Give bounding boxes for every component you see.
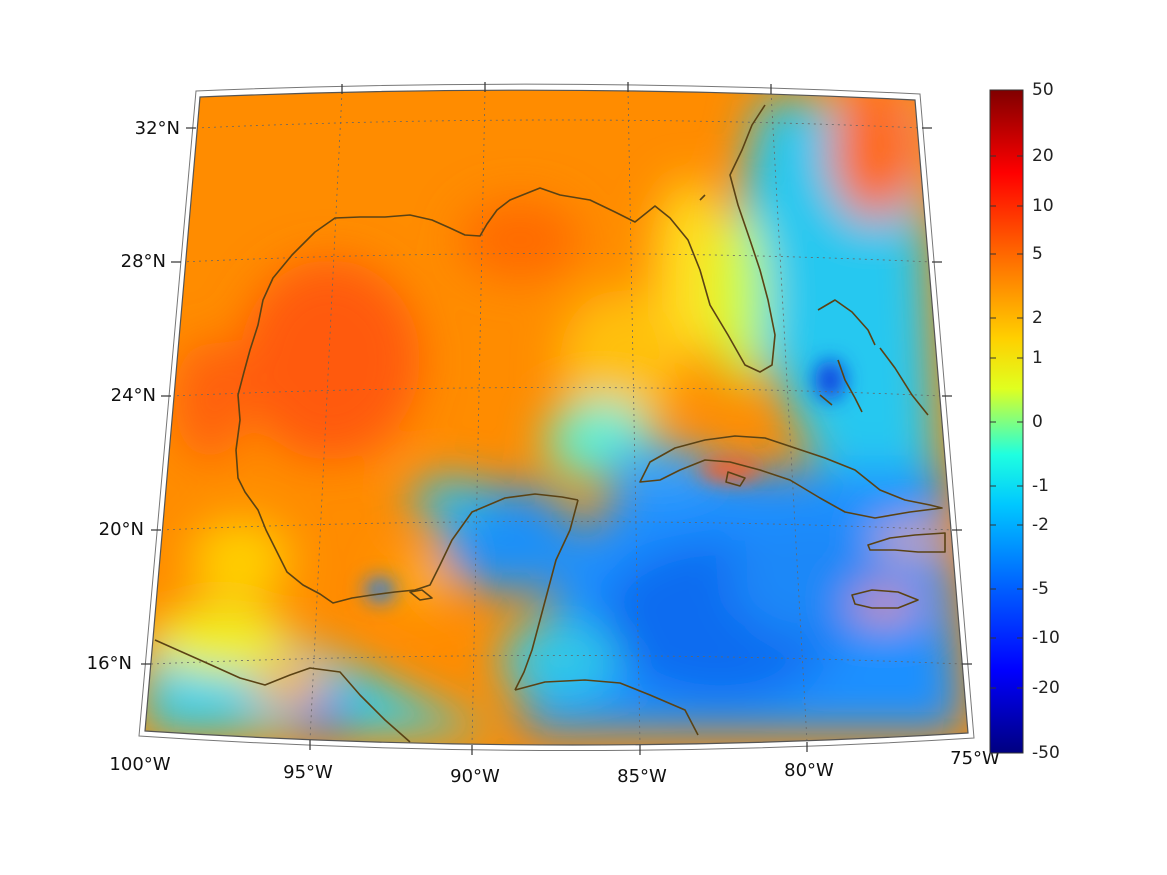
colorbar-tick-label: -1 bbox=[1032, 476, 1049, 496]
colorbar-tick-label: 20 bbox=[1032, 146, 1054, 166]
graticule bbox=[150, 90, 963, 746]
coastlines bbox=[154, 104, 946, 743]
lon-label-80w: 80°W bbox=[784, 760, 834, 781]
lon-labels: 100°W 95°W 90°W 85°W 80°W 75°W bbox=[109, 748, 1000, 787]
lat-label-28: 28°N bbox=[121, 251, 166, 272]
lat-label-20: 20°N bbox=[99, 519, 144, 540]
lon-label-85w: 85°W bbox=[617, 766, 667, 787]
data-field bbox=[145, 90, 968, 746]
colorbar-tick-label: -10 bbox=[1032, 628, 1060, 648]
lat-label-32: 32°N bbox=[135, 118, 180, 139]
frame-ticks bbox=[141, 82, 972, 755]
lon-label-100w: 100°W bbox=[109, 754, 170, 775]
colorbar-tick-label: 0 bbox=[1032, 412, 1043, 432]
colorbar-tick-label: 2 bbox=[1032, 308, 1043, 328]
colorbar-tick-label: -20 bbox=[1032, 678, 1060, 698]
lat-label-16: 16°N bbox=[87, 653, 132, 674]
lon-label-90w: 90°W bbox=[450, 766, 500, 787]
lat-label-24: 24°N bbox=[111, 385, 156, 406]
map-frame bbox=[144, 89, 969, 746]
lat-labels: 32°N 28°N 24°N 20°N 16°N bbox=[87, 118, 180, 674]
colorbar-tick-label: -5 bbox=[1032, 579, 1049, 599]
colorbar-tick-label: 10 bbox=[1032, 196, 1054, 216]
lon-label-95w: 95°W bbox=[283, 762, 333, 783]
colorbar-tick-label: 50 bbox=[1032, 80, 1054, 100]
colorbar-tick-label: 1 bbox=[1032, 348, 1043, 368]
colorbar-ticks bbox=[990, 89, 1023, 754]
map-frame-outer bbox=[138, 83, 975, 752]
colorbar-tick-label: -50 bbox=[1032, 743, 1060, 763]
colorbar-tick-label: -2 bbox=[1032, 515, 1049, 535]
colorbar-tick-label: 5 bbox=[1032, 244, 1043, 264]
lon-label-75w: 75°W bbox=[950, 748, 1000, 769]
